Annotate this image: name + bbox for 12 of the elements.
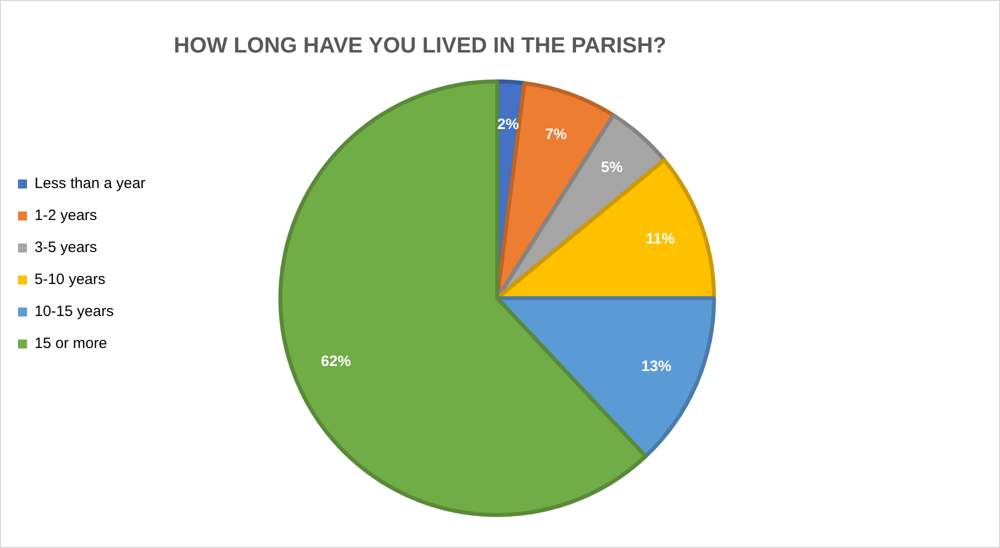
- legend-label: 5-10 years: [34, 271, 106, 288]
- data-label: 13%: [641, 358, 672, 376]
- legend-label: 15 or more: [34, 335, 108, 352]
- data-label: 11%: [646, 230, 675, 248]
- legend-label: 10-15 years: [34, 303, 114, 320]
- data-label: 5%: [601, 159, 623, 176]
- data-label: 62%: [320, 353, 351, 370]
- data-label: 7%: [545, 126, 567, 144]
- legend-label: 3-5 years: [34, 239, 98, 256]
- legend-label: Less than a year: [34, 175, 146, 192]
- chart-title: HOW LONG HAVE YOU LIVED IN THE PARISH?: [174, 32, 666, 58]
- legend-label: 1-2 years: [34, 207, 98, 224]
